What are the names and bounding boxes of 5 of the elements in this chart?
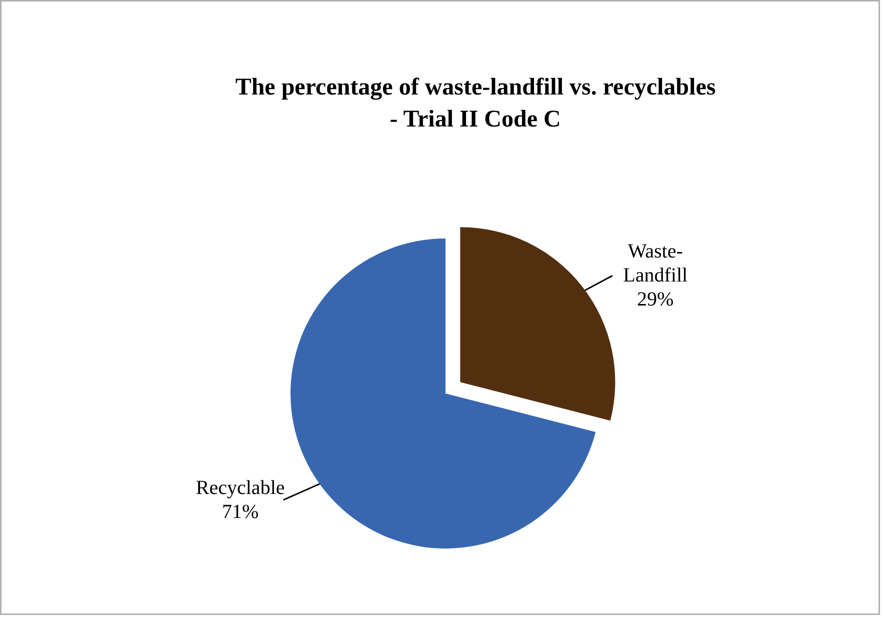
slice-label: Recyclable — [196, 476, 285, 499]
slice-label: Waste-Landfill — [623, 240, 688, 287]
data-label: 29% — [637, 288, 674, 311]
data-label: 71% — [222, 500, 259, 523]
chart-title: The percentage of waste-landfill vs. recyclables - Trial II Code C — [235, 74, 716, 132]
